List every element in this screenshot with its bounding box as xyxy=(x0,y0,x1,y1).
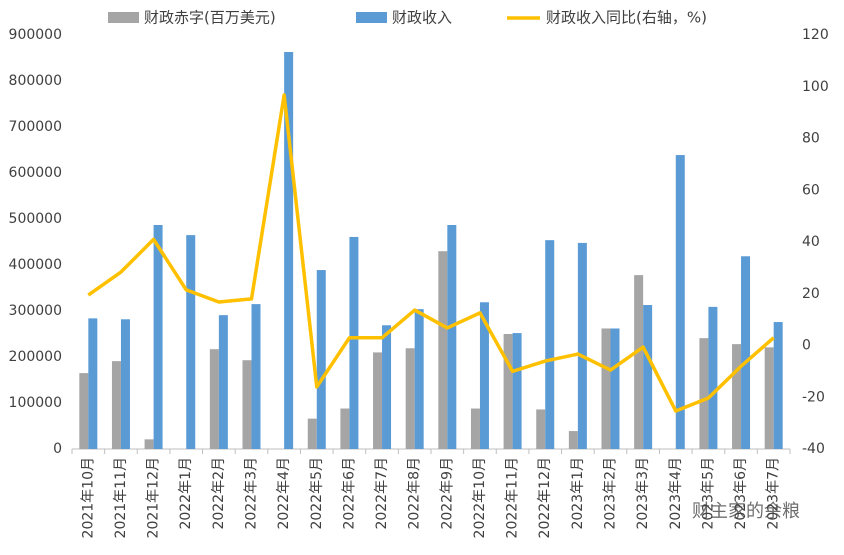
legend-label: 财政收入 xyxy=(392,9,452,27)
bar xyxy=(708,306,718,449)
bar xyxy=(316,270,326,449)
bar xyxy=(479,302,489,449)
bar xyxy=(512,333,522,449)
y2-tick-label: 20 xyxy=(802,286,820,302)
x-tick-label: 2021年11月 xyxy=(113,457,129,538)
bar xyxy=(111,361,121,449)
bar xyxy=(209,349,219,449)
bar xyxy=(699,338,709,449)
y-tick-label: 100000 xyxy=(9,395,62,411)
x-tick-label: 2022年9月 xyxy=(439,457,455,530)
y2-tick-label: 60 xyxy=(802,182,820,198)
y-tick-label: 300000 xyxy=(9,303,62,319)
bar xyxy=(634,275,644,449)
bar xyxy=(741,256,751,449)
bar xyxy=(120,319,130,449)
y-tick-label: 500000 xyxy=(9,211,62,227)
y2-tick-label: 0 xyxy=(802,338,811,354)
bar xyxy=(88,318,98,449)
y-tick-label: 700000 xyxy=(9,119,62,135)
x-tick-label: 2023年2月 xyxy=(603,457,619,530)
y2-tick-label: 80 xyxy=(802,131,820,147)
x-tick-label: 2022年12月 xyxy=(537,457,553,538)
line xyxy=(87,93,775,413)
y-tick-label: 800000 xyxy=(9,73,62,89)
y2-tick-label: 100 xyxy=(802,79,829,95)
x-tick-label: 2022年2月 xyxy=(211,457,227,530)
legend-swatch xyxy=(356,12,387,23)
x-tick-label: 2023年5月 xyxy=(700,457,716,530)
x-tick-label: 2022年7月 xyxy=(374,457,390,530)
x-tick-label: 2023年7月 xyxy=(766,457,782,530)
x-tick-label: 2022年1月 xyxy=(178,457,194,530)
x-tick-label: 2022年6月 xyxy=(341,457,357,530)
bar xyxy=(764,347,774,449)
bar xyxy=(307,418,317,449)
bar xyxy=(536,409,546,449)
legend-swatch xyxy=(108,12,139,23)
bar xyxy=(79,373,89,449)
x-tick-label: 2023年1月 xyxy=(570,457,586,530)
bar xyxy=(447,224,457,449)
y-tick-label: 200000 xyxy=(9,349,62,365)
legend-label: 财政收入同比(右轴，%) xyxy=(546,9,707,27)
x-tick-label: 2022年3月 xyxy=(244,457,260,530)
y-tick-label: 400000 xyxy=(9,257,62,273)
x-tick-label: 2022年4月 xyxy=(276,457,292,530)
bar xyxy=(414,309,424,449)
y-tick-label: 900000 xyxy=(9,27,62,43)
bar xyxy=(610,328,620,449)
bar xyxy=(251,304,261,449)
y-tick-label: 0 xyxy=(53,441,62,457)
bar xyxy=(382,325,392,449)
bar xyxy=(405,348,415,449)
bar xyxy=(153,224,163,449)
x-tick-label: 2022年8月 xyxy=(407,457,423,530)
bar xyxy=(601,328,611,449)
bar xyxy=(144,439,154,449)
x-tick-label: 2022年11月 xyxy=(505,457,521,538)
bar xyxy=(732,344,742,449)
bar xyxy=(470,408,480,449)
x-tick-label: 2023年4月 xyxy=(668,457,684,530)
bar xyxy=(545,240,555,449)
bar xyxy=(218,315,228,449)
bar xyxy=(503,334,513,449)
bar xyxy=(242,360,252,449)
bar xyxy=(568,431,578,449)
y2-tick-label: -40 xyxy=(802,441,825,457)
watermark: 财主家的余粮 xyxy=(692,501,800,522)
bar xyxy=(373,352,383,449)
x-tick-label: 2023年6月 xyxy=(733,457,749,530)
bar xyxy=(675,155,685,449)
x-tick-label: 2021年10月 xyxy=(80,457,96,538)
x-tick-label: 2023年3月 xyxy=(635,457,651,530)
bar xyxy=(340,408,350,449)
x-tick-label: 2021年12月 xyxy=(146,457,162,538)
bar xyxy=(438,251,448,449)
bar xyxy=(186,235,196,449)
bar xyxy=(349,236,359,449)
bar xyxy=(643,305,653,449)
y2-tick-label: -20 xyxy=(802,389,825,405)
y-tick-label: 600000 xyxy=(9,165,62,181)
bar xyxy=(284,52,294,450)
x-tick-label: 2022年10月 xyxy=(472,457,488,538)
y2-tick-label: 120 xyxy=(802,27,829,43)
bar xyxy=(773,322,783,449)
x-tick-label: 2022年5月 xyxy=(309,457,325,530)
y2-tick-label: 40 xyxy=(802,234,820,250)
bar xyxy=(577,242,587,449)
legend-label: 财政赤字(百万美元) xyxy=(144,9,276,27)
